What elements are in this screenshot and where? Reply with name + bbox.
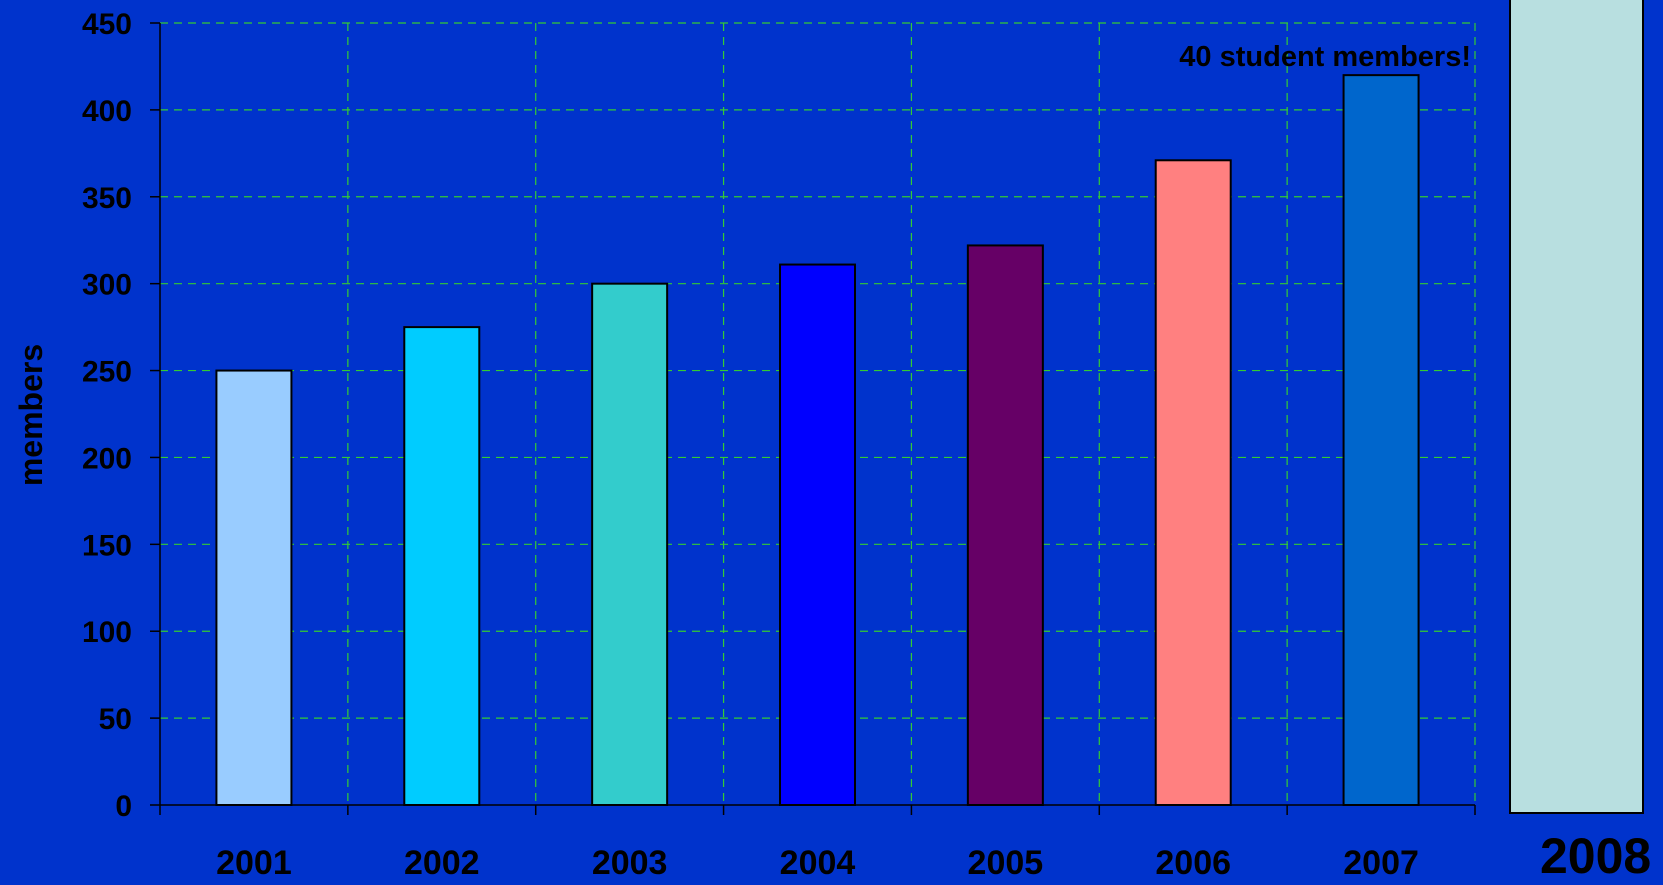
x-tick-label-2005: 2005 xyxy=(968,844,1044,882)
x-tick-label-2002: 2002 xyxy=(404,844,480,882)
y-tick-label: 450 xyxy=(82,8,132,41)
bar-2007 xyxy=(1342,74,1420,806)
x-tick-label-2007: 2007 xyxy=(1343,844,1419,882)
bar-2004 xyxy=(779,263,856,807)
labels-layer: 0 50 100 150 200 250 300 350 400 450 2001 2002 2003 2… xyxy=(82,8,1419,882)
bar-2008 xyxy=(1509,0,1644,814)
annotation-text: 40 student members! xyxy=(1179,41,1471,73)
y-tick-label: 50 xyxy=(99,703,132,736)
y-tick-label: 300 xyxy=(82,269,132,302)
x-tick-label-2008: 2008 xyxy=(1540,828,1652,884)
x-tick-label-2001: 2001 xyxy=(216,844,292,882)
x-tick-label-2003: 2003 xyxy=(592,844,668,882)
y-tick-label: 0 xyxy=(115,790,132,823)
y-axis-title: members xyxy=(13,344,49,486)
bar-2002 xyxy=(403,326,481,806)
bar-2005 xyxy=(966,244,1044,807)
x-tick-label-2006: 2006 xyxy=(1155,844,1231,882)
y-tick-label: 150 xyxy=(82,529,132,562)
y-tick-label: 350 xyxy=(82,182,132,215)
y-tick-label: 250 xyxy=(82,356,132,389)
bars-layer xyxy=(215,74,1420,807)
bar-2003 xyxy=(591,282,669,806)
y-tick-label: 400 xyxy=(82,95,132,128)
y-tick-label: 100 xyxy=(82,616,132,649)
x-tick-label-2004: 2004 xyxy=(780,844,856,882)
bar-2001 xyxy=(215,369,293,806)
axes-layer xyxy=(150,22,1476,815)
grid-layer xyxy=(160,22,1476,805)
bar-2006 xyxy=(1154,159,1232,807)
y-tick-label: 200 xyxy=(82,442,132,475)
